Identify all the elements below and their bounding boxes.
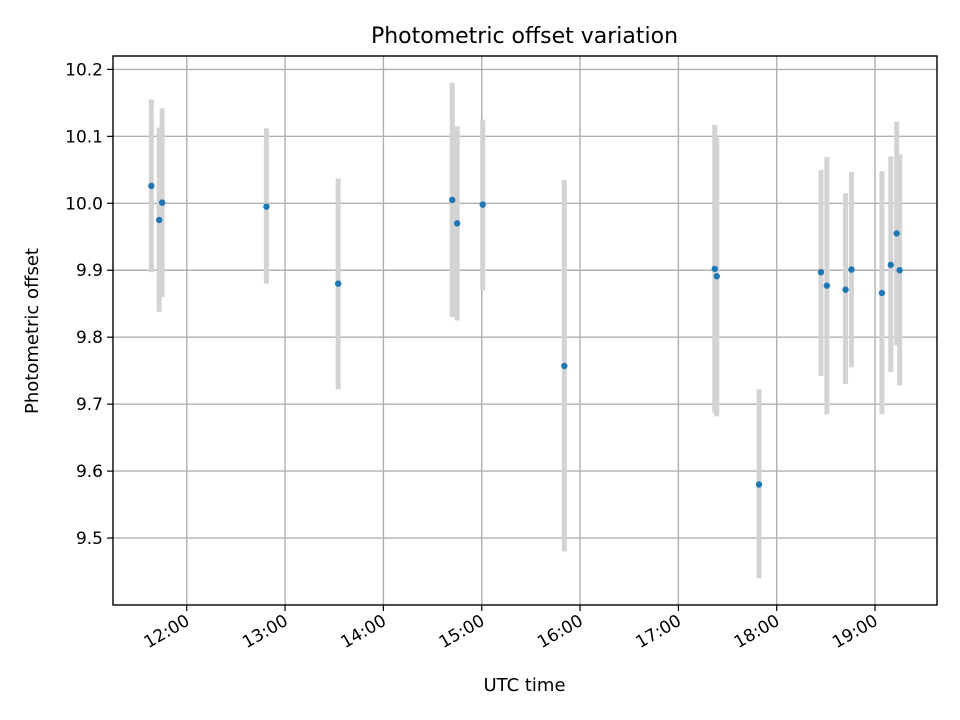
data-points — [148, 182, 903, 488]
x-tick-label: 16:00 — [534, 611, 586, 653]
grid — [113, 56, 937, 605]
x-tick-label: 18:00 — [731, 611, 783, 653]
data-point — [561, 362, 568, 370]
data-point — [711, 265, 718, 273]
y-tick-label: 9.7 — [76, 395, 103, 415]
x-axis-label: UTC time — [483, 675, 565, 696]
x-tick-label: 19:00 — [829, 611, 881, 653]
data-point — [887, 261, 894, 269]
data-point — [334, 280, 342, 287]
data-point — [817, 269, 825, 276]
x-tick-label: 14:00 — [337, 611, 389, 653]
data-point — [896, 267, 903, 274]
x-tick-label: 15:00 — [436, 611, 488, 653]
x-tick-label: 12:00 — [141, 611, 193, 653]
error-bars — [148, 82, 903, 579]
data-point — [755, 481, 763, 488]
data-point — [479, 201, 486, 208]
x-tick-label: 17:00 — [632, 611, 684, 653]
data-point — [823, 282, 831, 289]
y-axis-label: Photometric offset — [22, 248, 43, 414]
y-tick-label: 10.2 — [65, 60, 103, 80]
y-tick-label: 10.1 — [65, 127, 103, 147]
data-point — [842, 286, 849, 293]
data-point — [848, 266, 855, 273]
data-point — [156, 216, 163, 224]
x-tick-label: 13:00 — [239, 611, 291, 653]
y-tick-label: 9.9 — [76, 261, 103, 281]
data-point — [453, 220, 461, 227]
y-axis-ticks: 9.5 9.6 9.7 9.8 9.9 10.0 10.1 10.2 — [65, 60, 113, 549]
y-tick-label: 9.8 — [76, 328, 103, 348]
data-point — [148, 182, 155, 190]
data-point — [878, 289, 886, 297]
data-point — [449, 196, 456, 204]
x-axis-ticks: 12:00 13:00 14:00 15:00 16:00 17:00 18:00 19:00 — [141, 605, 882, 653]
y-tick-label: 10.0 — [65, 194, 103, 214]
y-tick-label: 9.6 — [76, 462, 103, 482]
plot-frame — [112, 55, 938, 606]
data-point — [713, 273, 720, 280]
data-point — [158, 199, 166, 206]
data-point — [893, 230, 900, 237]
data-point — [263, 203, 270, 210]
y-tick-label: 9.5 — [76, 529, 103, 549]
chart-title: Photometric offset variation — [371, 24, 678, 49]
